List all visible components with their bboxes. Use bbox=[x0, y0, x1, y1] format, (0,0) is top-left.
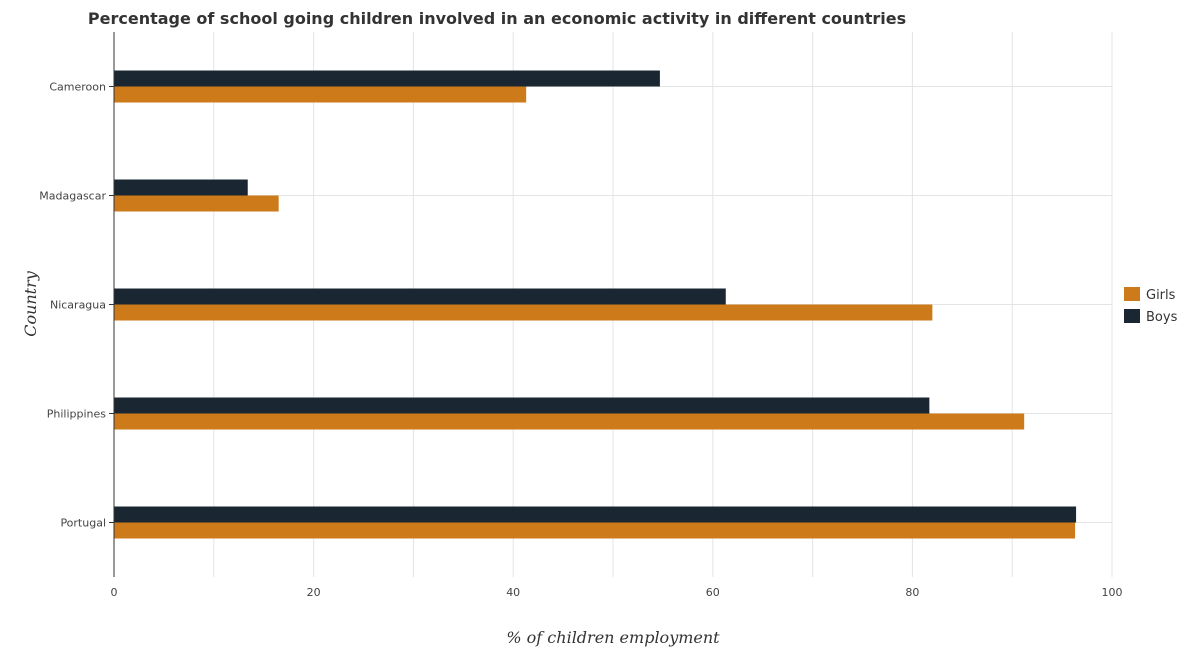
x-tick-label: 0 bbox=[111, 586, 118, 599]
y-tick-label: Nicaragua bbox=[50, 299, 106, 312]
x-tick-label: 20 bbox=[307, 586, 321, 599]
legend-label-boys: Boys bbox=[1146, 310, 1178, 325]
y-tick-label: Philippines bbox=[47, 408, 107, 421]
y-axis-label: Country bbox=[21, 270, 40, 337]
legend-label-girls: Girls bbox=[1146, 288, 1176, 303]
bar-girls-portugal bbox=[114, 522, 1076, 539]
x-tick-label: 40 bbox=[506, 586, 520, 599]
bar-girls-nicaragua bbox=[114, 304, 933, 321]
bar-boys-nicaragua bbox=[114, 288, 726, 305]
legend-swatch-boys bbox=[1124, 309, 1140, 323]
x-axis-label: % of children employment bbox=[506, 628, 720, 647]
x-tick-label: 60 bbox=[706, 586, 720, 599]
bar-boys-cameroon bbox=[114, 70, 660, 87]
y-tick-label: Portugal bbox=[60, 517, 106, 530]
bar-boys-philippines bbox=[114, 397, 930, 414]
bar-girls-madagascar bbox=[114, 195, 279, 212]
chart-title: Percentage of school going children invo… bbox=[88, 9, 906, 28]
x-tick-label: 80 bbox=[905, 586, 919, 599]
x-tick-label: 100 bbox=[1102, 586, 1123, 599]
bar-boys-madagascar bbox=[114, 179, 248, 196]
bar-girls-philippines bbox=[114, 413, 1025, 430]
legend: Girls Boys bbox=[1124, 287, 1178, 325]
legend-swatch-girls bbox=[1124, 287, 1140, 301]
bars bbox=[114, 70, 1077, 539]
y-tick-label: Madagascar bbox=[39, 190, 106, 203]
y-tick-label: Cameroon bbox=[49, 81, 106, 94]
axes: 0 20 40 60 80 100 Cameroon Madagascar Nicaragua P… bbox=[39, 32, 1123, 599]
bar-boys-portugal bbox=[114, 506, 1077, 523]
bar-girls-cameroon bbox=[114, 86, 527, 103]
